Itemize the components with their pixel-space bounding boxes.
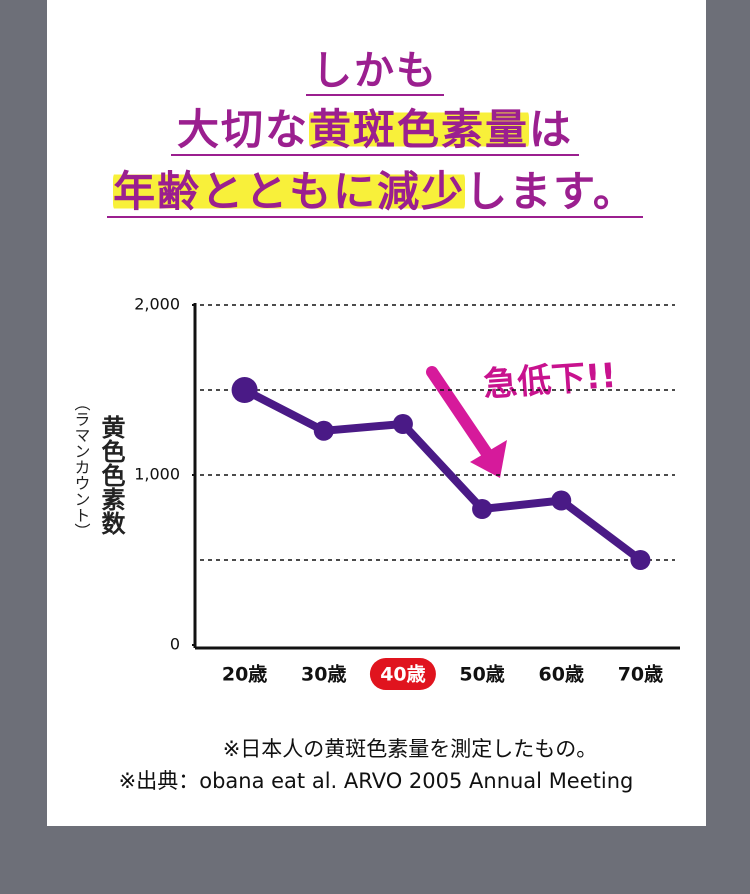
x-tick-label: 50歳	[459, 664, 504, 686]
x-tick-label: 20歳	[222, 664, 267, 686]
footnote: ※日本人の黄斑色素量を測定したもの。	[223, 737, 598, 761]
x-tick-label: 60歳	[539, 664, 584, 686]
point	[231, 377, 258, 403]
headline-line: しかも	[0, 38, 750, 96]
y-tick-label: 0	[170, 635, 180, 654]
y-tick-label: 1,000	[134, 465, 180, 484]
headline-line: 大切な黄斑色素量は	[0, 96, 750, 157]
headline-text: は	[529, 105, 574, 154]
arrow-head	[470, 440, 507, 478]
point	[551, 490, 572, 511]
x-tick-label: 40歳	[380, 664, 425, 686]
headline-underline: 大切な黄斑色素量は	[170, 105, 580, 156]
footnote: ※出典：obana eat al. ARVO 2005 Annual Meeti…	[119, 769, 634, 793]
line	[240, 386, 645, 564]
annotation: 急低下!!	[482, 356, 617, 405]
point	[313, 420, 334, 441]
headline-line: 年齢とともに減少します。	[0, 158, 750, 219]
x-tick-label: 30歳	[301, 664, 346, 686]
headline-text: 黄斑色素量	[308, 105, 529, 154]
y-axis-sublabel: （ラマンカウント）	[72, 395, 91, 539]
headline-text: します。	[465, 167, 637, 216]
headline-text: 大切な	[176, 105, 309, 154]
x-tick-label: 70歳	[618, 664, 663, 686]
point	[392, 414, 413, 434]
headline-underline: しかも	[306, 48, 444, 96]
y-tick-label: 2,000	[134, 295, 180, 314]
point	[472, 499, 493, 519]
arrow	[426, 366, 494, 461]
headline-underline: 年齢とともに減少します。	[107, 167, 643, 218]
y-axis-label: 黄色色素数	[97, 415, 125, 536]
point	[630, 550, 651, 570]
headline-text: しかも	[312, 48, 438, 94]
x-tick-highlight	[369, 658, 436, 690]
headline-text: 年齢とともに減少	[113, 167, 466, 216]
